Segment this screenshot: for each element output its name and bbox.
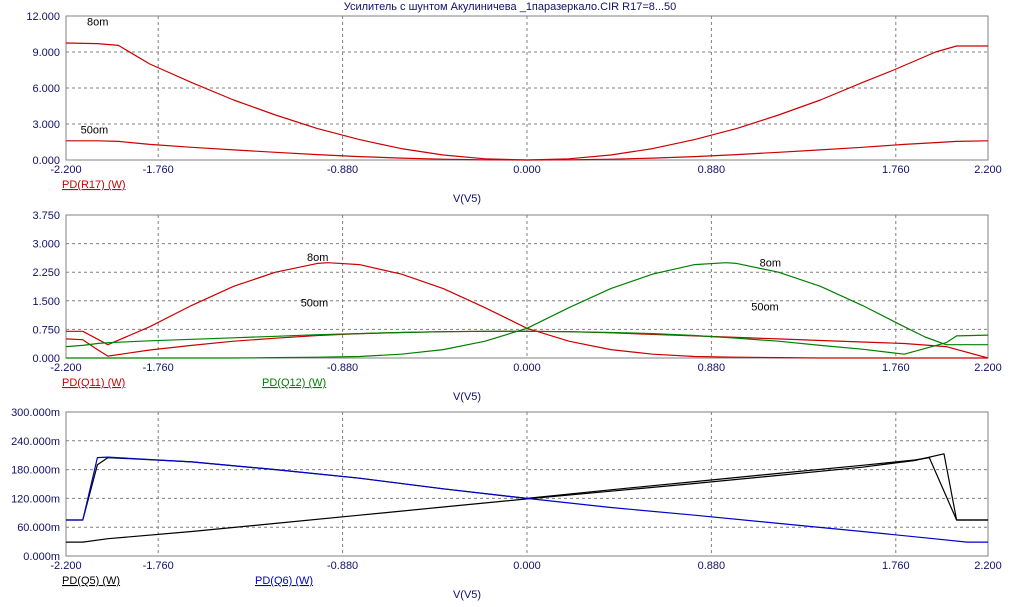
y-tick-label: 12.000 (26, 11, 60, 23)
y-tick-label: 3.750 (32, 210, 60, 222)
y-tick-label: 0.000 (32, 353, 60, 365)
x-tick-label: 0.000 (513, 560, 541, 572)
y-tick-label: 0.000 (32, 155, 60, 167)
x-tick-label: -2.200 (50, 560, 81, 572)
x-tick-label: 2.200 (974, 560, 1002, 572)
y-tick-label: 60.000m (17, 522, 60, 534)
x-tick-label: 0.880 (698, 560, 726, 572)
series-line-3-3 (66, 456, 988, 543)
legend-label: PD(Q6) (W) (255, 575, 313, 587)
y-tick-label: 300.000m (11, 407, 60, 419)
x-axis-label: V(V5) (453, 589, 481, 601)
y-tick-label: 240.000m (11, 436, 60, 448)
x-tick-label: -0.880 (327, 362, 358, 374)
chart-title: Усилитель с шунтом Акулиничева _1паразер… (343, 1, 677, 13)
x-tick-label: -0.880 (327, 560, 358, 572)
curve-annotation: 50om (81, 125, 109, 137)
y-tick-label: 120.000m (11, 493, 60, 505)
y-tick-label: 0.750 (32, 324, 60, 336)
y-tick-label: 3.000 (32, 119, 60, 131)
curve-annotation: 50om (301, 298, 329, 310)
series-line-2-4 (65, 330, 989, 355)
x-axis-label: V(V5) (453, 193, 481, 205)
x-tick-label: -0.880 (327, 164, 358, 176)
x-tick-label: 1.760 (882, 164, 910, 176)
y-tick-label: 6.000 (32, 83, 60, 95)
series-line-2-3 (66, 262, 988, 359)
x-tick-label: 1.760 (882, 560, 910, 572)
x-tick-label: 0.880 (698, 362, 726, 374)
legend-label: PD(Q12) (W) (262, 377, 326, 389)
x-tick-label: -2.200 (50, 362, 81, 374)
x-tick-label: 2.200 (974, 362, 1002, 374)
curve-annotation: 8om (307, 252, 328, 264)
legend-label: PD(Q5) (W) (62, 575, 120, 587)
x-tick-label: 0.000 (513, 362, 541, 374)
y-tick-label: 3.000 (32, 239, 60, 251)
curve-annotation: 50om (751, 301, 779, 313)
legend-label: PD(R17) (W) (62, 179, 126, 191)
y-tick-label: 9.000 (32, 47, 60, 59)
curve-annotation: 8om (760, 257, 781, 269)
y-tick-label: 1.500 (32, 296, 60, 308)
x-tick-label: 2.200 (974, 164, 1002, 176)
x-tick-label: -1.760 (143, 362, 174, 374)
x-tick-label: -1.760 (143, 560, 174, 572)
x-tick-label: -2.200 (50, 164, 81, 176)
curve-annotation: 8om (87, 17, 108, 29)
x-tick-label: -1.760 (143, 164, 174, 176)
y-tick-label: 0.000m (23, 551, 60, 563)
x-tick-label: 0.880 (698, 164, 726, 176)
x-axis-label: V(V5) (453, 391, 481, 403)
legend-label: PD(Q11) (W) (62, 377, 125, 389)
x-tick-label: 1.760 (882, 362, 910, 374)
x-tick-label: 0.000 (513, 164, 541, 176)
series-line-2-1 (66, 262, 988, 359)
series-line-1-2 (66, 140, 989, 161)
y-tick-label: 180.000m (11, 465, 60, 477)
y-tick-label: 2.250 (32, 267, 60, 279)
